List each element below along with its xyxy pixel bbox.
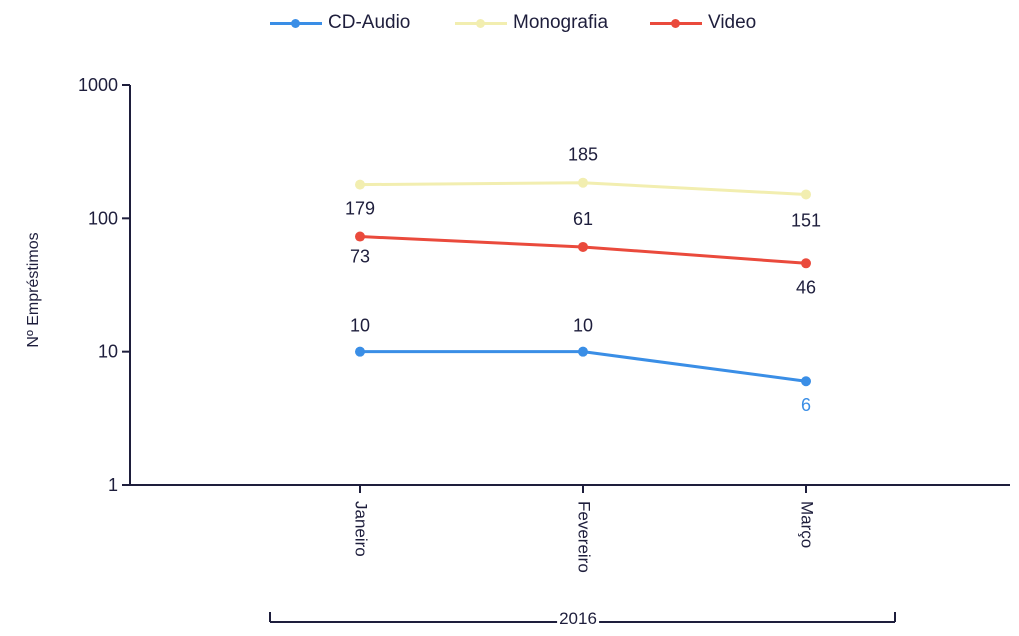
series-1-data-label-0: 179 [345,199,375,219]
legend-swatch-cd-audio [270,10,322,36]
series-1-data-label-2: 151 [791,210,821,230]
y-tick-label-2: 100 [88,208,118,228]
series-1-data-label-1: 185 [568,145,598,165]
legend-item-video[interactable]: Video [650,10,756,36]
series-1-point-0 [355,179,365,190]
series-1-point-2 [801,189,811,200]
series-2-data-label-1: 61 [573,209,593,229]
series-2-point-1 [578,241,588,252]
series-2-point-0 [355,231,365,242]
legend-item-monografia[interactable]: Monografia [455,10,608,36]
y-tick-label-3: 1000 [78,75,118,95]
series-0-data-label-0: 10 [350,316,370,336]
series-1-point-1 [578,177,588,188]
series-0-data-label-1: 10 [573,316,593,336]
y-tick-label-1: 10 [98,342,118,362]
legend-swatch-video [650,10,702,36]
x-tick-label-1: Fevereiro [575,501,594,573]
series-0-data-label-2: 6 [801,395,811,415]
legend-label-cd-audio: CD-Audio [328,12,411,33]
series-2-data-label-0: 73 [350,247,370,267]
x-tick-label-2: Março [798,501,817,548]
legend-swatch-monografia [455,10,507,36]
legend-label-monografia: Monografia [513,12,609,33]
legend-item-cd-audio[interactable]: CD-Audio [270,10,410,36]
legend: CD-Audio Monografia Video [0,0,1019,50]
series-2-data-label-2: 46 [796,277,816,297]
series-0-point-1 [578,346,588,357]
legend-label-video: Video [708,12,757,33]
series-0-point-2 [801,376,811,387]
x-tick-label-0: Janeiro [352,501,371,557]
x-group-label: 2016 [557,609,599,629]
y-tick-label-0: 1 [108,475,118,495]
series-0-point-0 [355,346,365,357]
series-2-point-2 [801,258,811,269]
